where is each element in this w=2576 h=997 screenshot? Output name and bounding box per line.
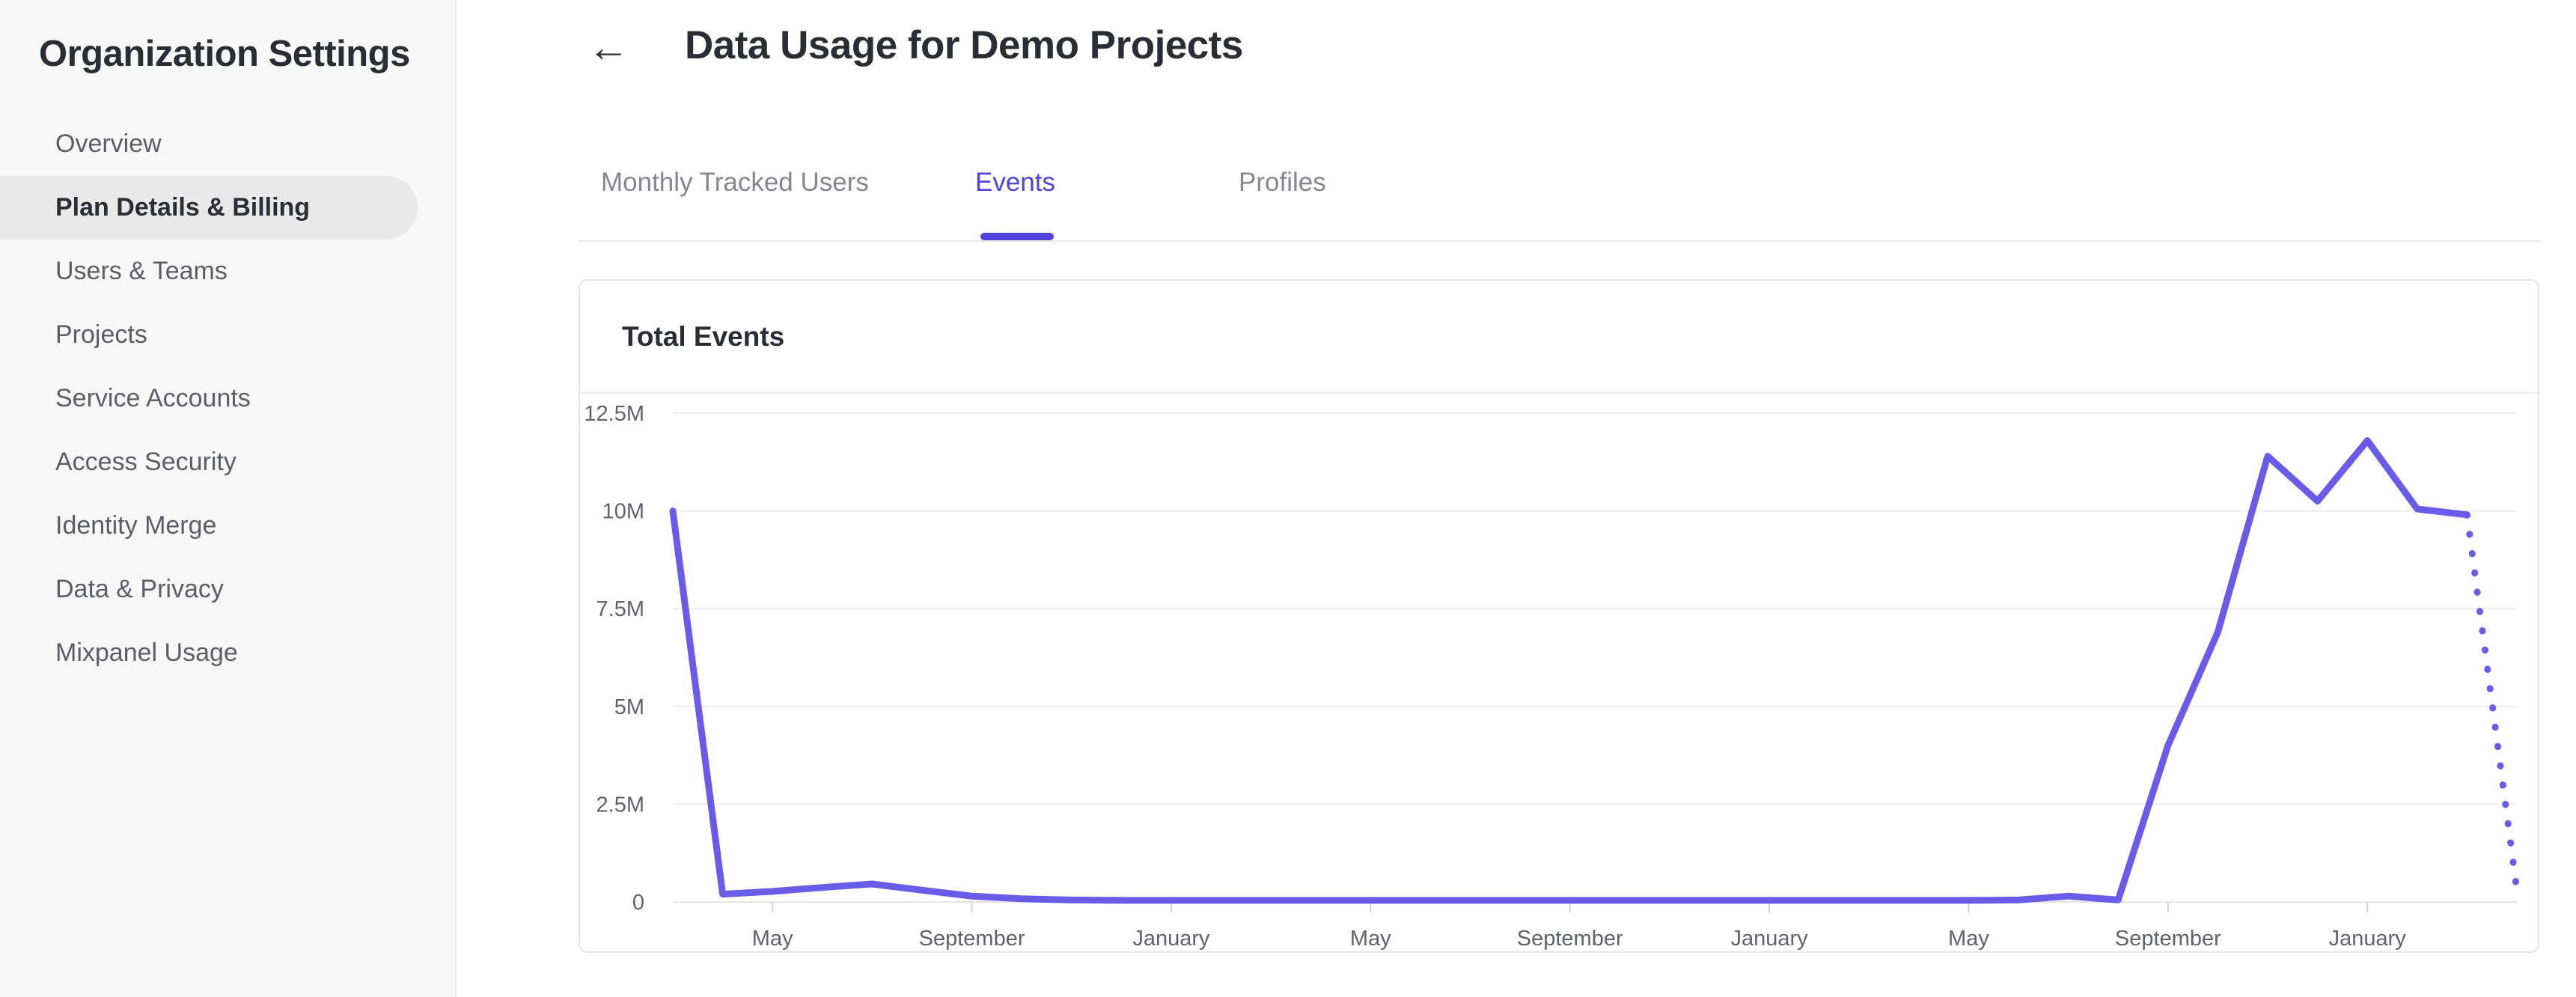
total-events-line-chart: 0 2.5M 5M 7.5M 10M 12.5M May September January Ma… <box>584 402 2521 951</box>
y-axis-label: 12.5M <box>584 402 644 426</box>
y-axis-label: 2.5M <box>596 793 644 817</box>
card-title: Total Events <box>622 320 785 352</box>
sidebar-item-service-accounts[interactable]: Service Accounts <box>55 384 251 412</box>
x-axis-label: September <box>919 927 1025 951</box>
x-axis-label: January <box>1132 927 1210 951</box>
main-content: ← Data Usage for Demo Projects Monthly T… <box>457 0 2576 997</box>
x-axis-label: May <box>1948 927 1989 951</box>
card-header: Total Events <box>580 281 2538 394</box>
tab-events[interactable]: Events <box>975 168 1055 197</box>
sidebar-item-access-security[interactable]: Access Security <box>55 448 236 476</box>
sidebar-item-data-privacy[interactable]: Data & Privacy <box>55 575 224 603</box>
page-title: Data Usage for Demo Projects <box>685 23 1243 67</box>
x-axis-label: September <box>1517 927 1623 951</box>
events-projected-dotted-line <box>2463 511 2521 894</box>
y-axis-label: 10M <box>602 500 644 524</box>
y-axis-label: 7.5M <box>596 597 644 621</box>
sidebar-title: Organization Settings <box>39 34 410 74</box>
tab-profiles[interactable]: Profiles <box>1239 168 1326 197</box>
back-arrow-icon[interactable]: ← <box>587 23 629 70</box>
x-axis-label: May <box>752 927 793 951</box>
y-axis-label: 5M <box>614 695 644 719</box>
y-axis-label: 0 <box>632 891 644 915</box>
sidebar-item-identity-merge[interactable]: Identity Merge <box>55 511 217 540</box>
total-events-card: Total Events 0 2.5M 5M 7.5M 10M 12.5M May Septe… <box>579 279 2539 953</box>
x-axis-label: January <box>2329 927 2407 951</box>
tab-monthly-tracked-users[interactable]: Monthly Tracked Users <box>601 168 869 197</box>
sidebar: Organization Settings Overview Plan Detai… <box>0 0 457 997</box>
sidebar-nav: Overview Plan Details & Billing Users & Te… <box>0 112 455 685</box>
x-axis-label: January <box>1730 927 1808 951</box>
sidebar-item-projects[interactable]: Projects <box>55 320 147 349</box>
tabs-divider <box>579 240 2541 242</box>
sidebar-item-overview[interactable]: Overview <box>55 129 162 158</box>
sidebar-item-plan-details-billing[interactable]: Plan Details & Billing <box>0 176 418 240</box>
sidebar-item-users-teams[interactable]: Users & Teams <box>55 257 228 285</box>
sidebar-item-mixpanel-usage[interactable]: Mixpanel Usage <box>55 638 238 667</box>
events-series-line <box>669 437 2470 904</box>
active-tab-underline <box>980 233 1054 240</box>
x-axis-label: May <box>1350 927 1391 951</box>
x-axis-label: September <box>2115 927 2221 951</box>
